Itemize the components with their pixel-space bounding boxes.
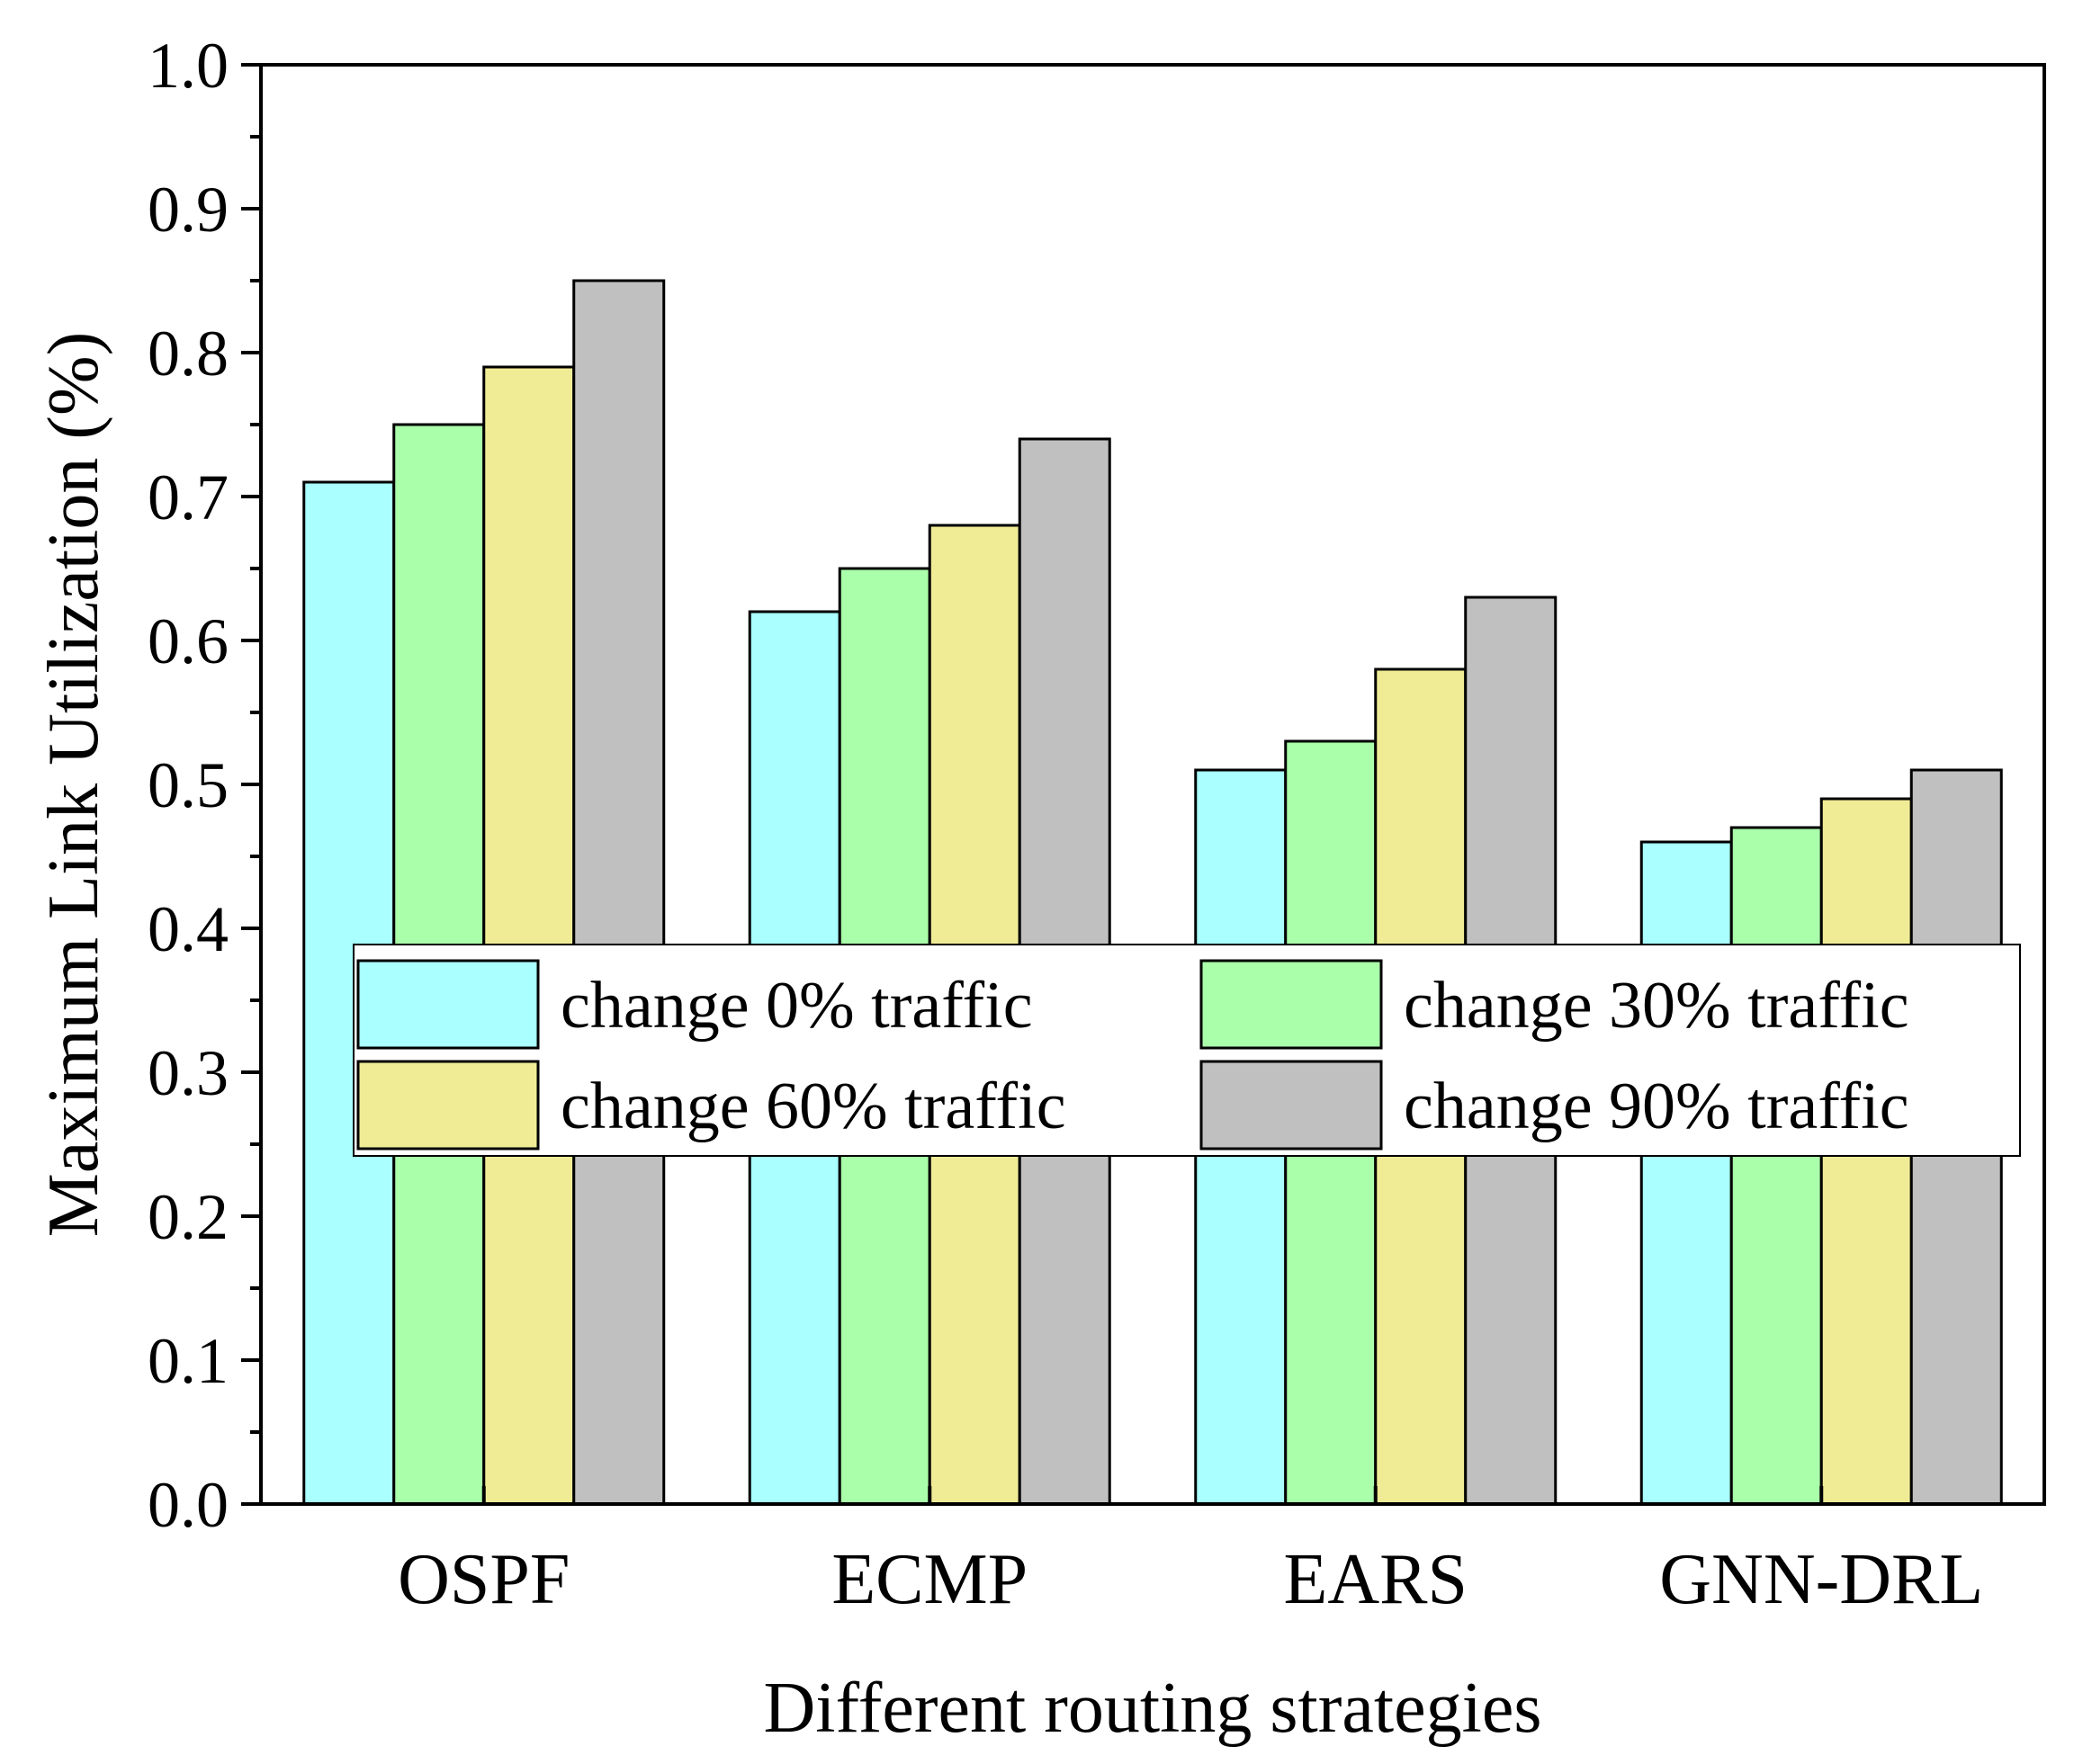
legend-swatch	[356, 1060, 540, 1151]
plot-frame	[259, 63, 2046, 1506]
x-tick-label: ECMP	[831, 1540, 1028, 1619]
bar-gnn-drl-change-30-traffic	[1729, 826, 1823, 1506]
y-tick-label: 0.8	[148, 318, 229, 390]
x-axis-tick-labels: OSPF ECMP EARS GNN-DRL	[398, 1540, 1983, 1619]
legend-swatch	[1199, 959, 1383, 1050]
x-axis-title: Different routing strategies	[764, 1669, 1542, 1748]
legend-label: change 0% traffic	[561, 969, 1033, 1043]
bars-group	[302, 279, 2003, 1506]
x-tick-label: GNN-DRL	[1659, 1540, 1983, 1619]
y-tick-label: 0.4	[148, 893, 229, 965]
y-tick-label: 0.1	[148, 1325, 229, 1397]
y-tick-label: 0.5	[148, 749, 229, 821]
x-tick-label: EARS	[1284, 1540, 1468, 1619]
legend-label: change 90% traffic	[1404, 1070, 1909, 1143]
y-tick-label: 0.7	[148, 461, 229, 533]
y-tick-label: 0.6	[148, 605, 229, 677]
legend: change 0% traffic change 30% traffic chang…	[353, 944, 2021, 1157]
y-tick-label: 0.9	[148, 174, 229, 246]
legend-swatch	[356, 959, 540, 1050]
y-axis-tick-labels: 0.0 0.1 0.2 0.3 0.4 0.5 0.6 0.7 0.8 0.9 1.0	[148, 30, 229, 1541]
y-tick-label: 0.2	[148, 1181, 229, 1253]
y-tick-label: 1.0	[148, 30, 229, 102]
bar-ospf-change-60-traffic	[482, 365, 576, 1506]
legend-swatch	[1199, 1060, 1383, 1151]
bar-gnn-drl-change-0-traffic	[1639, 840, 1733, 1506]
legend-box	[353, 944, 2021, 1157]
legend-label: change 30% traffic	[1404, 969, 1909, 1043]
y-tick-label: 0.0	[148, 1469, 229, 1541]
x-tick-label: OSPF	[398, 1540, 570, 1619]
bar-ospf-change-90-traffic	[572, 279, 666, 1506]
legend-label: change 60% traffic	[561, 1070, 1066, 1143]
y-axis-title: Maximum Link Utilization (%)	[34, 332, 113, 1237]
y-tick-label: 0.3	[148, 1037, 229, 1109]
